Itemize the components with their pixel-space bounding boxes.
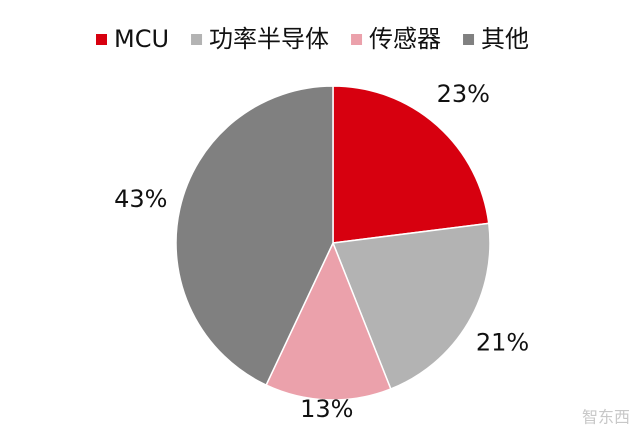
legend-marker: [351, 34, 363, 45]
legend-text: 传感器: [369, 25, 441, 53]
pie-slice: [332, 85, 490, 244]
pie-slice: [265, 241, 392, 401]
legend-text: 其他: [481, 25, 529, 53]
value-label: 43%: [114, 185, 167, 213]
value-label: 21%: [476, 328, 529, 356]
legend-text: MCU: [114, 25, 169, 53]
value-label: 13%: [300, 395, 353, 423]
value-label: 23%: [437, 80, 490, 108]
legend-text: 功率半导体: [209, 25, 329, 53]
pie-slice: [331, 222, 491, 390]
watermark: 智东西: [582, 408, 630, 427]
legend-marker: [96, 34, 107, 45]
pie-slice: [175, 85, 334, 387]
legend-marker: [191, 34, 203, 45]
legend-marker: [463, 34, 475, 45]
